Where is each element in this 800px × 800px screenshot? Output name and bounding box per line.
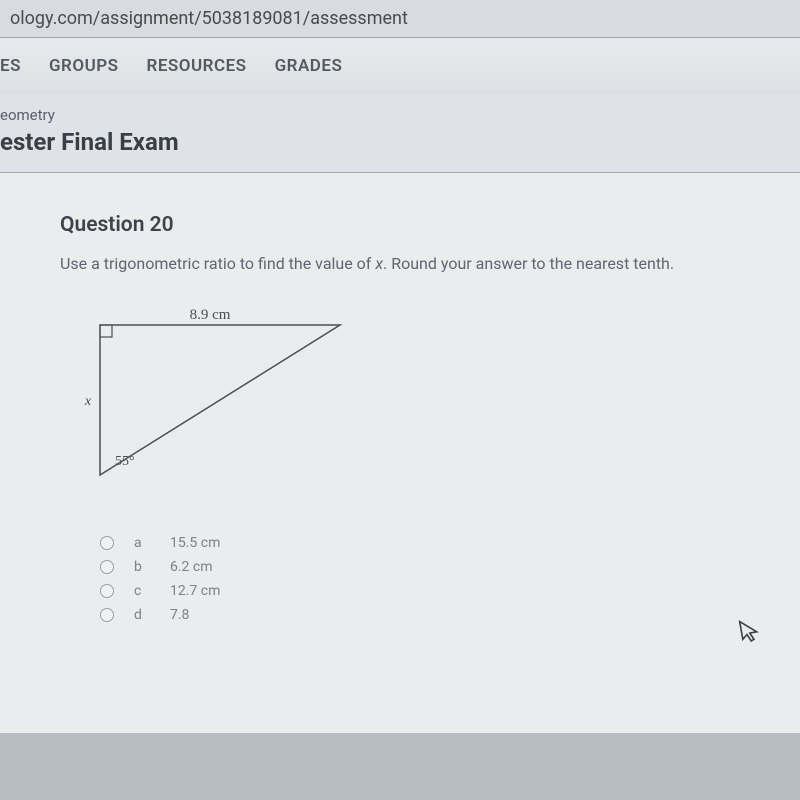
question-prompt: Use a trigonometric ratio to find the va…: [60, 253, 760, 275]
radio-icon[interactable]: [100, 584, 114, 598]
radio-icon[interactable]: [100, 608, 114, 622]
option-letter: c: [134, 583, 150, 599]
triangle-shape: [100, 325, 340, 475]
option-text: 15.5 cm: [170, 535, 220, 551]
radio-icon[interactable]: [100, 560, 114, 574]
url-text: ology.com/assignment/5038189081/assessme…: [10, 8, 408, 29]
breadcrumb-course: eometry: [0, 106, 800, 124]
left-side-label: x: [84, 394, 92, 409]
prompt-pre: Use a trigonometric ratio to find the va…: [60, 254, 375, 273]
option-a[interactable]: a 15.5 cm: [100, 535, 760, 551]
prompt-post: . Round your answer to the nearest tenth…: [383, 254, 674, 273]
nav-tab-es[interactable]: ES: [0, 56, 21, 76]
option-c[interactable]: c 12.7 cm: [100, 583, 760, 599]
triangle-figure: 8.9 cm x 55°: [80, 305, 360, 495]
option-text: 12.7 cm: [170, 583, 220, 599]
content-area: Question 20 Use a trigonometric ratio to…: [0, 173, 800, 733]
nav-tab-resources[interactable]: RESOURCES: [147, 56, 247, 76]
url-bar[interactable]: ology.com/assignment/5038189081/assessme…: [0, 0, 800, 38]
option-letter: a: [134, 535, 150, 551]
nav-tabs: ES GROUPS RESOURCES GRADES: [0, 38, 800, 94]
breadcrumb: eometry ester Final Exam: [0, 94, 800, 173]
answer-options: a 15.5 cm b 6.2 cm c 12.7 cm d 7.8: [100, 535, 760, 623]
angle-label: 55°: [115, 454, 135, 469]
nav-tab-grades[interactable]: GRADES: [275, 56, 343, 76]
option-letter: d: [134, 607, 150, 623]
breadcrumb-title: ester Final Exam: [0, 128, 800, 156]
option-letter: b: [134, 559, 150, 575]
radio-icon[interactable]: [100, 536, 114, 550]
top-side-label: 8.9 cm: [190, 307, 231, 323]
option-b[interactable]: b 6.2 cm: [100, 559, 760, 575]
prompt-var: x: [375, 254, 383, 273]
option-d[interactable]: d 7.8: [100, 607, 760, 623]
option-text: 6.2 cm: [170, 559, 213, 575]
right-angle-box: [100, 325, 112, 337]
nav-tab-groups[interactable]: GROUPS: [49, 56, 119, 76]
option-text: 7.8: [170, 607, 189, 623]
question-number: Question 20: [60, 213, 760, 237]
triangle-svg: 8.9 cm x 55°: [80, 305, 360, 495]
